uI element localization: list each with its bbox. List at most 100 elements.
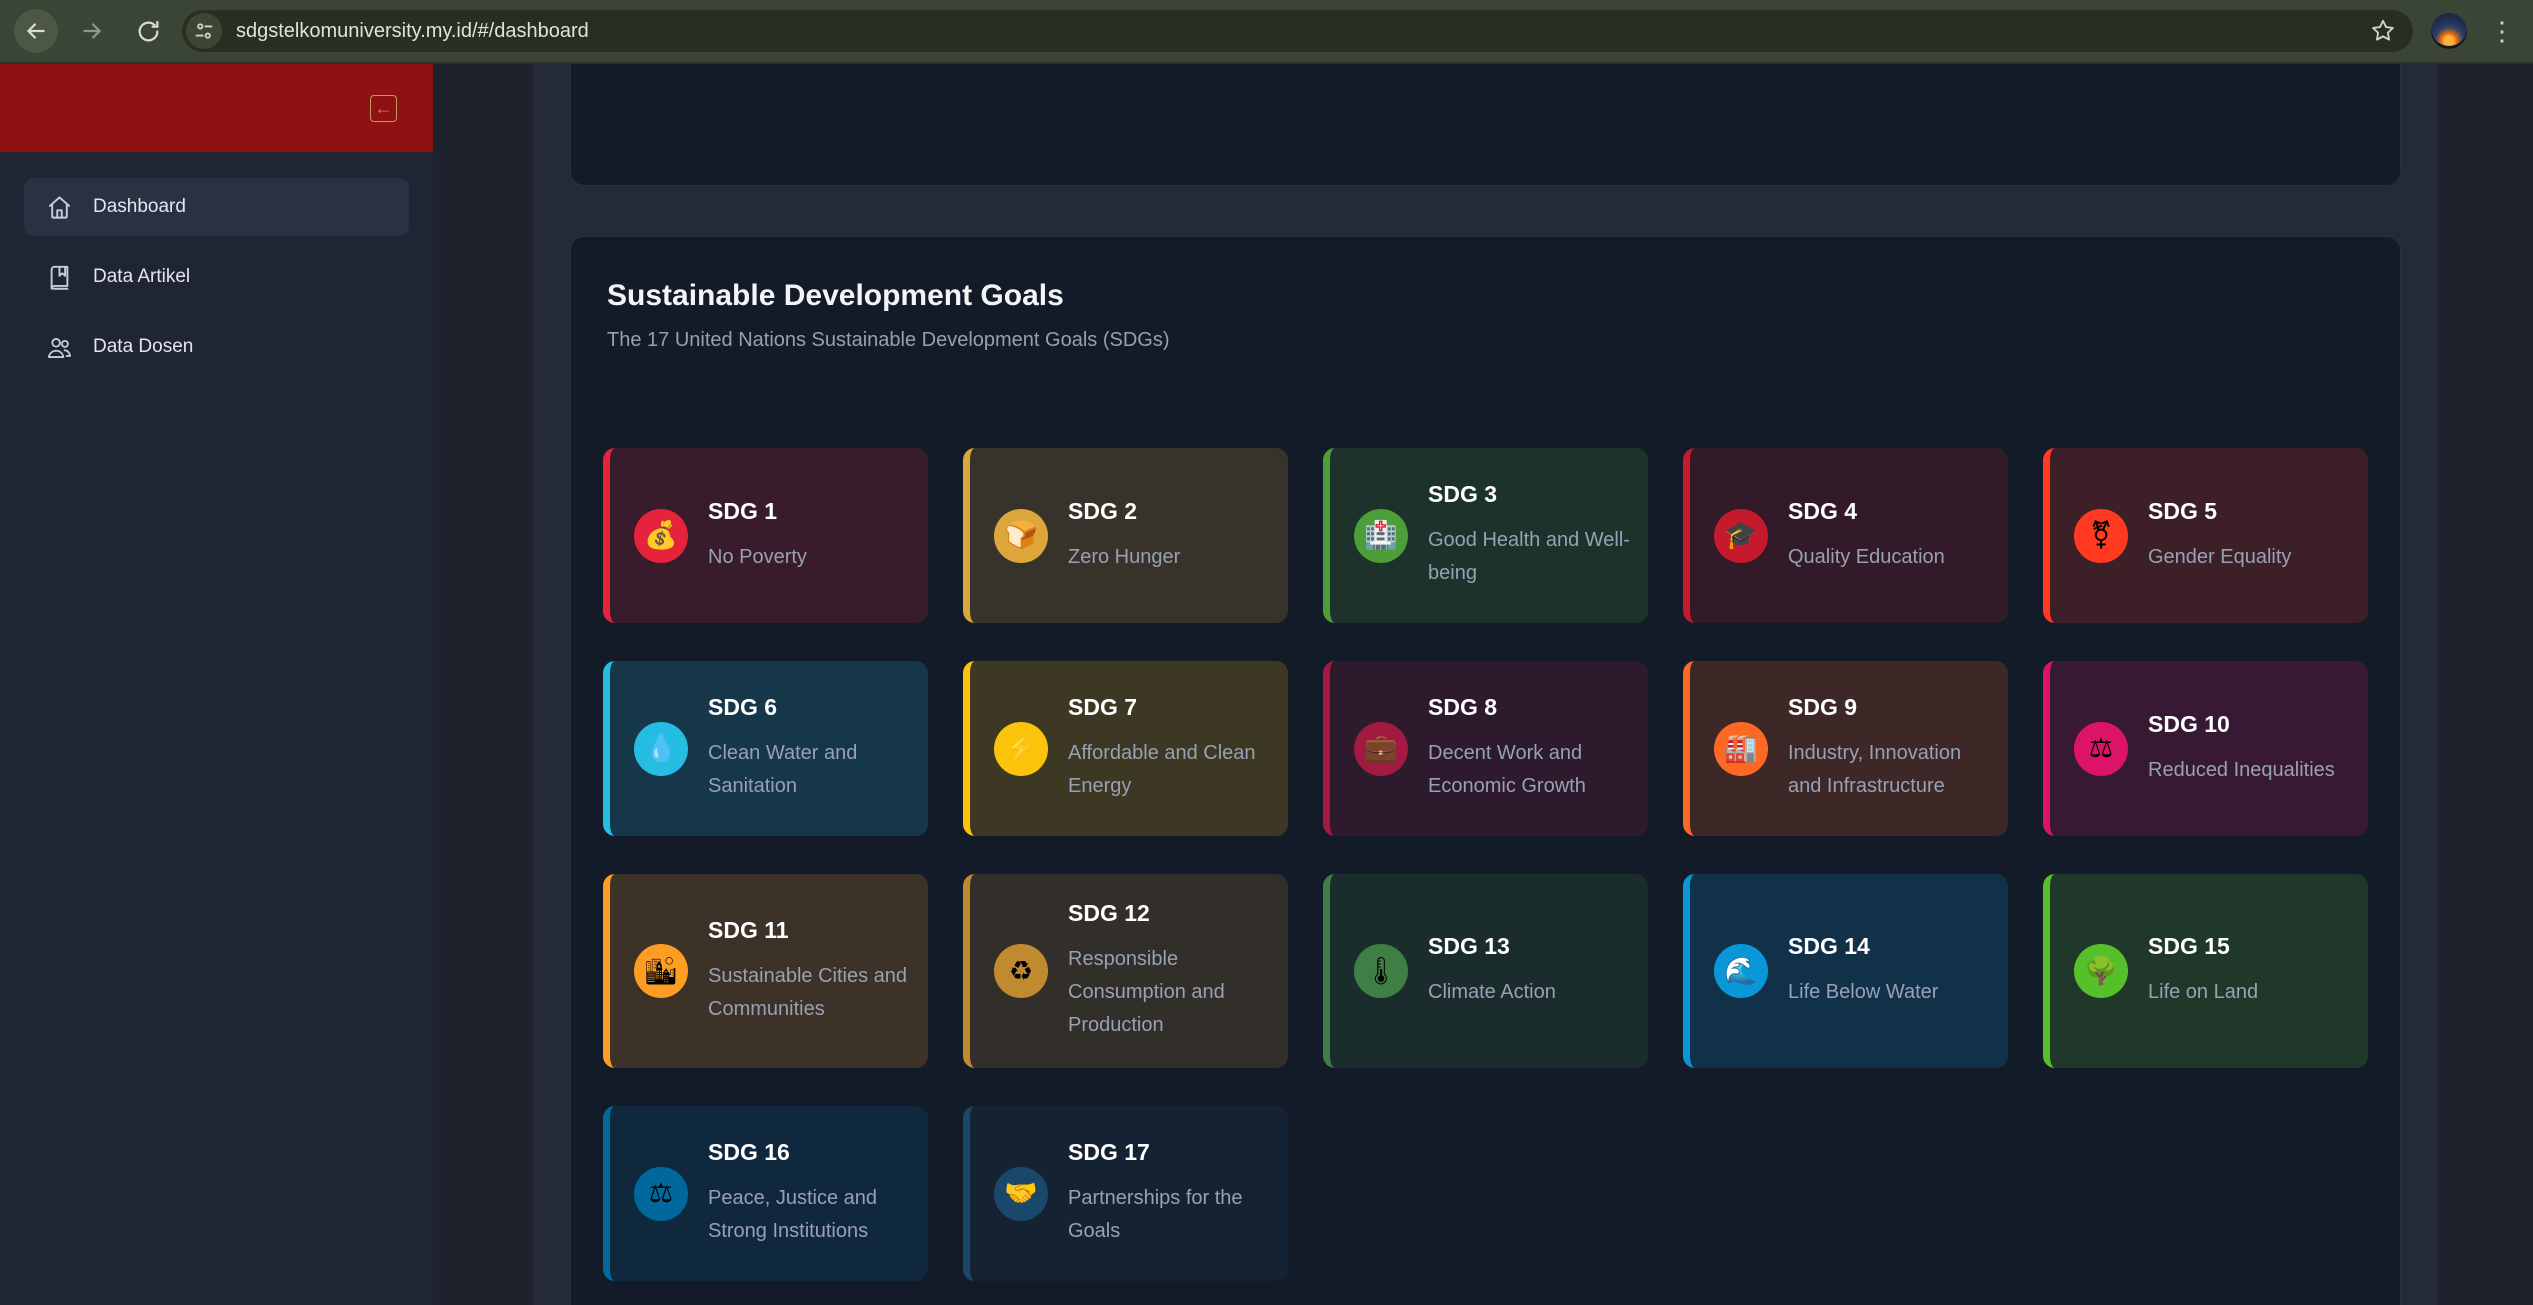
briefcase-icon: 💼 [1354,721,1408,776]
sidebar-header: ← [0,64,433,152]
sdg-card[interactable]: 🏙 SDG 11 Sustainable Cities and Communit… [603,874,928,1068]
sdg-section-card: Sustainable Development Goals The 17 Uni… [570,236,2401,1305]
address-bar[interactable]: sdgstelkomuniversity.my.id/#/dashboard [182,10,2413,52]
sdg-card-description: Climate Action [1428,981,1556,1003]
tune-icon [195,23,213,39]
sdg-card-title: SDG 11 [708,916,789,943]
browser-profile-avatar[interactable] [2431,13,2467,49]
home-icon [48,195,71,219]
sdg-card-description: Peace, Justice and Strong Institutions [708,1187,877,1242]
sidebar: ← Dashboard Data Artikel Data Dose [0,64,433,1305]
sdg-card-title: SDG 5 [2148,497,2218,524]
sdg-card[interactable]: 💧 SDG 6 Clean Water and Sanitation [603,661,928,836]
main-area: Sustainable Development Goals The 17 Uni… [433,64,2533,1305]
sdg-card-title: SDG 1 [708,497,778,524]
collapse-arrow-icon: ← [374,98,393,118]
page-title: Sustainable Development Goals [607,279,1064,312]
sdg-card-title: SDG 4 [1788,497,1858,524]
bread-icon: 🍞 [994,508,1048,563]
sdg-card-title: SDG 13 [1428,933,1510,959]
sdg-card[interactable]: 💰 SDG 1 No Poverty [603,448,928,623]
sdg-card-description: Affordable and Clean Energy [1068,742,1256,797]
sdg-card-title: SDG 17 [1068,1139,1150,1165]
sdg-card[interactable]: 🏭 SDG 9 Industry, Innovation and Infrast… [1683,661,2008,836]
sdg-card[interactable]: ⚧ SDG 5 Gender Equality [2043,448,2368,623]
sidebar-item-dashboard[interactable]: Dashboard [24,178,409,236]
sdg-card[interactable]: ⚡ SDG 7 Affordable and Clean Energy [963,661,1288,836]
money-bag-icon: 💰 [634,508,688,563]
back-arrow-icon [27,23,45,39]
sdg-card-description: Quality Education [1788,545,1945,568]
sdg-card[interactable]: 💼 SDG 8 Decent Work and Economic Growth [1323,661,1648,836]
sidebar-item-data-artikel[interactable]: Data Artikel [24,248,409,306]
sidebar-nav: Dashboard Data Artikel Data Dosen [0,152,433,414]
forward-arrow-icon [83,23,101,39]
sdg-card[interactable]: ⚖ SDG 10 Reduced Inequalities [2043,661,2368,836]
hospital-icon: 🏥 [1354,508,1408,563]
browser-forward-button[interactable] [70,9,114,53]
sdg-card-title: SDG 8 [1428,694,1498,720]
sdg-card[interactable]: ♻ SDG 12 Responsible Consumption and Pro… [963,874,1288,1068]
sdg-card-description: Responsible Consumption and Production [1068,948,1225,1036]
site-settings-button[interactable] [186,13,222,49]
thermometer-icon: 🌡 [1354,944,1408,998]
factory-icon: 🏭 [1714,721,1768,776]
browser-toolbar: sdgstelkomuniversity.my.id/#/dashboard ⋮ [0,0,2533,64]
sdg-card-title: SDG 10 [2148,710,2230,737]
sidebar-item-label: Data Dosen [93,336,194,357]
sdg-card[interactable]: ⚖ SDG 16 Peace, Justice and Strong Insti… [603,1106,928,1281]
sdg-card-title: SDG 14 [1788,933,1870,959]
graduation-cap-icon: 🎓 [1714,508,1768,563]
sdg-card[interactable]: 🍞 SDG 2 Zero Hunger [963,448,1288,623]
sdg-card[interactable]: 🤝 SDG 17 Partnerships for the Goals [963,1106,1288,1281]
users-icon [47,337,72,358]
wave-icon: 🌊 [1714,944,1768,998]
sdg-card-description: Life on Land [2148,981,2259,1003]
sdg-card-description: Zero Hunger [1068,545,1181,568]
browser-refresh-button[interactable] [126,9,170,53]
bookmark-star-button[interactable] [2369,17,2397,45]
sdg-card-title: SDG 9 [1788,694,1858,720]
book-icon [50,265,69,290]
content-region[interactable]: Sustainable Development Goals The 17 Uni… [533,64,2438,1305]
sidebar-item-label: Dashboard [93,196,186,217]
sdg-card-description: Partnerships for the Goals [1068,1187,1243,1242]
tree-icon: 🌳 [2074,944,2128,998]
url-text[interactable]: sdgstelkomuniversity.my.id/#/dashboard [236,19,589,42]
lightning-icon: ⚡ [994,721,1048,776]
sdg-card-description: Reduced Inequalities [2148,758,2335,781]
sdg-card-description: Sustainable Cities and Communities [708,964,908,1020]
sdg-card[interactable]: 🌡 SDG 13 Climate Action [1323,874,1648,1068]
sdg-card-description: Industry, Innovation and Infrastructure [1788,742,1962,797]
scales-icon: ⚖ [2074,721,2128,776]
sidebar-item-data-dosen[interactable]: Data Dosen [24,318,409,376]
sidebar-collapse-button[interactable]: ← [370,94,397,122]
sdg-card[interactable]: 🌳 SDG 15 Life on Land [2043,874,2368,1068]
browser-menu-button[interactable]: ⋮ [2489,16,2515,46]
handshake-icon: 🤝 [994,1166,1048,1221]
sdg-card[interactable]: 🌊 SDG 14 Life Below Water [1683,874,2008,1068]
sdg-card-title: SDG 2 [1068,497,1138,524]
star-icon [2372,19,2394,41]
gender-symbol-icon: ⚧ [2074,508,2128,563]
sdg-grid: 💰 SDG 1 No Poverty 🍞 SDG 2 Zero Hunger 🏥… [603,448,2368,1281]
sdg-card-description: Life Below Water [1788,981,1939,1003]
sdg-card-title: SDG 6 [708,694,778,720]
sidebar-item-label: Data Artikel [93,266,191,287]
recycle-icon: ♻ [994,944,1048,998]
scales-icon: ⚖ [634,1166,688,1221]
page-subtitle: The 17 United Nations Sustainable Develo… [607,329,1170,351]
sdg-card[interactable]: 🏥 SDG 3 Good Health and Well-being [1323,448,1648,623]
sdg-card-description: Decent Work and Economic Growth [1428,742,1586,797]
sdg-card-description: No Poverty [708,545,807,568]
sdg-card-title: SDG 12 [1068,900,1150,926]
sdg-card-title: SDG 16 [708,1139,790,1165]
sdg-card-title: SDG 3 [1428,481,1498,507]
refresh-icon [138,20,158,41]
droplet-icon: 💧 [634,721,688,776]
sdg-card-title: SDG 15 [2148,933,2230,959]
browser-back-button[interactable] [14,9,58,53]
cityscape-icon: 🏙 [634,944,688,998]
sdg-card-description: Good Health and Well-being [1428,529,1630,584]
sdg-card[interactable]: 🎓 SDG 4 Quality Education [1683,448,2008,623]
